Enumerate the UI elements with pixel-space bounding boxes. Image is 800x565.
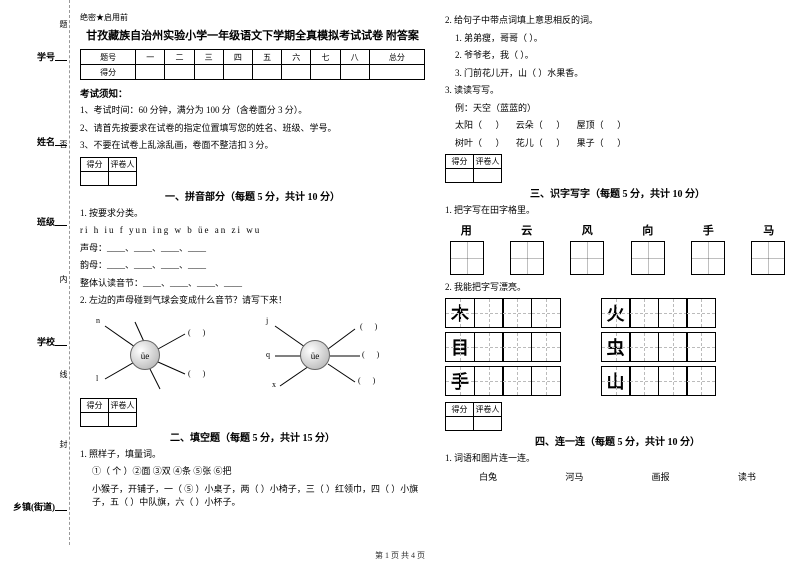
notice-heading: 考试须知： (80, 86, 425, 100)
q-text: 1. 照样子，填量词。 (80, 448, 425, 462)
balloon-node: üe (300, 340, 330, 370)
section-1-title: 一、拼音部分（每题 5 分，共计 10 分） (80, 188, 425, 203)
page-footer: 第 1 页 共 4 页 (0, 550, 800, 561)
score-table: 题号一二三四五六七八总分 得分 (80, 49, 425, 80)
fill-line: 韵母：____、____、____、____ (80, 259, 425, 273)
pinyin-letters: ri h iu f yun ing w b üe an zi wu (80, 224, 425, 238)
binding-margin: 学号 姓名 班级 学校 乡镇(街道) 题 否 内 线 封 (0, 0, 70, 545)
q-text: 1. 按要求分类。 (80, 207, 425, 221)
measure-words: ①（ 个 ）②面 ③双 ④条 ⑤张 ⑥把 (80, 465, 425, 479)
q-text: 1. 词语和图片连一连。 (445, 452, 790, 466)
q-text: 2. 给句子中带点词填上意思相反的词。 (445, 14, 790, 28)
q-text: 2. 我能把字写漂亮。 (445, 281, 790, 295)
char-header-row: 用云风向手马 (445, 222, 790, 238)
right-column: 2. 给句子中带点词填上意思相反的词。 1. 弟弟瘦，哥哥（ ）。 2. 爷爷老… (445, 12, 790, 547)
balloon-diagram: üe n l ( ) ( ) üe j q x ( ) ( ) ( ) (90, 314, 425, 392)
practice-area: 木火目虫手山 (445, 298, 790, 396)
mark-box: 得分评卷人 (445, 402, 502, 431)
left-column: 绝密★启用前 甘孜藏族自治州实验小学一年级语文下学期全真模拟考试试卷 附答案 题… (80, 12, 425, 547)
secrecy-mark: 绝密★启用前 (80, 12, 425, 23)
fill-line: 声母：____、____、____、____ (80, 242, 425, 256)
binding-label: 姓名 (0, 135, 55, 148)
fill-line: 整体认读音节：____、____、____、____ (80, 277, 425, 291)
section-2-title: 二、填空题（每题 5 分，共计 15 分） (80, 429, 425, 444)
mark-box: 得分评卷人 (445, 154, 502, 183)
q-text: 3. 读读写写。 (445, 84, 790, 98)
q-text: 1. 把字写在田字格里。 (445, 204, 790, 218)
binding-label: 班级 (0, 215, 55, 228)
balloon-node: üe (130, 340, 160, 370)
mark-box: 得分评卷人 (80, 398, 137, 427)
mark-box: 得分评卷人 (80, 157, 137, 186)
notice-item: 2、请首先按要求在试卷的指定位置填写您的姓名、班级、学号。 (80, 122, 425, 136)
exam-title: 甘孜藏族自治州实验小学一年级语文下学期全真模拟考试试卷 附答案 (80, 27, 425, 43)
binding-label: 学号 (0, 50, 55, 63)
fill-sentence: 小猴子，开铺子，一（ ⑤ ）小桌子，两（ ）小椅子，三（ ）红领巾，四（ ）小旗… (80, 483, 425, 510)
binding-label: 学校 (0, 335, 55, 348)
binding-label: 乡镇(街道) (0, 500, 55, 513)
notice-item: 1、考试时间：60 分钟，满分为 100 分（含卷面分 3 分）。 (80, 104, 425, 118)
section-4-title: 四、连一连（每题 5 分，共计 10 分） (445, 433, 790, 448)
match-words-row: 白兔河马画报读书 (445, 470, 790, 483)
q-text: 2. 左边的声母碰到气球会变成什么音节？请写下来！ (80, 294, 425, 308)
section-3-title: 三、识字写字（每题 5 分，共计 10 分） (445, 185, 790, 200)
tianzi-row (445, 241, 790, 275)
notice-item: 3、不要在试卷上乱涂乱画，卷面不整洁扣 3 分。 (80, 139, 425, 153)
